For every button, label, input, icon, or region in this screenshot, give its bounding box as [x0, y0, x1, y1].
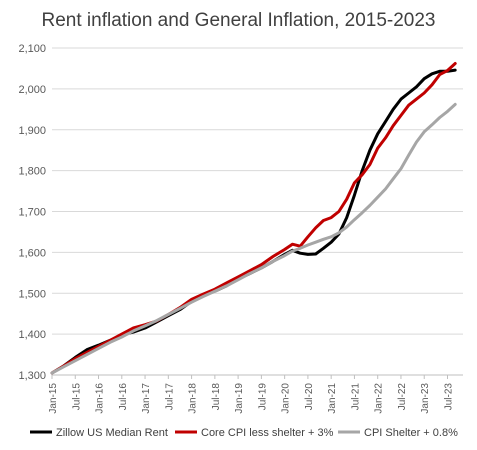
- series-line-2: [50, 62, 457, 375]
- gridlines: [52, 47, 463, 376]
- y-tick-label: 1,900: [18, 125, 46, 137]
- chart-title: Rent inflation and General Inflation, 20…: [41, 10, 436, 31]
- legend: Zillow US Median Rent Core CPI less shelt…: [30, 427, 458, 439]
- series-line-3: [50, 102, 457, 375]
- x-tick-label: Jul-22: [397, 383, 408, 411]
- x-tick-label: Jul-21: [350, 383, 361, 411]
- series-line-1: [50, 68, 457, 375]
- axes: 1,300 1,400 1,500 1,600 1,700 1,800 1,900 2,000…: [18, 43, 454, 414]
- y-tick-label: 1,600: [18, 247, 46, 259]
- x-tick-label: Jul-16: [118, 383, 129, 411]
- y-tick-label: 1,300: [18, 370, 46, 382]
- x-tick-label: Jan-21: [327, 383, 338, 414]
- x-tick-label: Jul-19: [257, 383, 268, 411]
- x-tick-label: Jan-18: [188, 383, 199, 414]
- x-tick-label: Jan-15: [48, 383, 59, 414]
- y-tick-label: 2,000: [18, 84, 46, 96]
- legend-label: CPI Shelter + 0.8%: [364, 427, 458, 439]
- series-lines: [50, 62, 457, 375]
- y-tick-label: 1,500: [18, 288, 46, 300]
- legend-label: Zillow US Median Rent: [56, 427, 168, 439]
- x-tick-label: Jan-22: [374, 383, 385, 414]
- x-tick-label: Jul-18: [211, 383, 222, 411]
- x-tick-label: Jan-23: [420, 383, 431, 414]
- y-tick-label: 2,100: [18, 43, 46, 55]
- x-tick-label: Jan-20: [281, 383, 292, 414]
- x-tick-label: Jul-15: [71, 383, 82, 411]
- x-tick-label: Jul-20: [304, 383, 315, 411]
- x-tick-label: Jul-17: [164, 383, 175, 411]
- x-tick-label: Jan-19: [234, 383, 245, 414]
- y-tick-label: 1,700: [18, 207, 46, 219]
- y-tick-label: 1,400: [18, 329, 46, 341]
- y-tick-label: 1,800: [18, 166, 46, 178]
- legend-label: Core CPI less shelter + 3%: [201, 427, 334, 439]
- x-tick-label: Jan-16: [95, 383, 106, 414]
- x-tick-label: Jul-23: [443, 383, 454, 411]
- x-tick-label: Jan-17: [141, 383, 152, 414]
